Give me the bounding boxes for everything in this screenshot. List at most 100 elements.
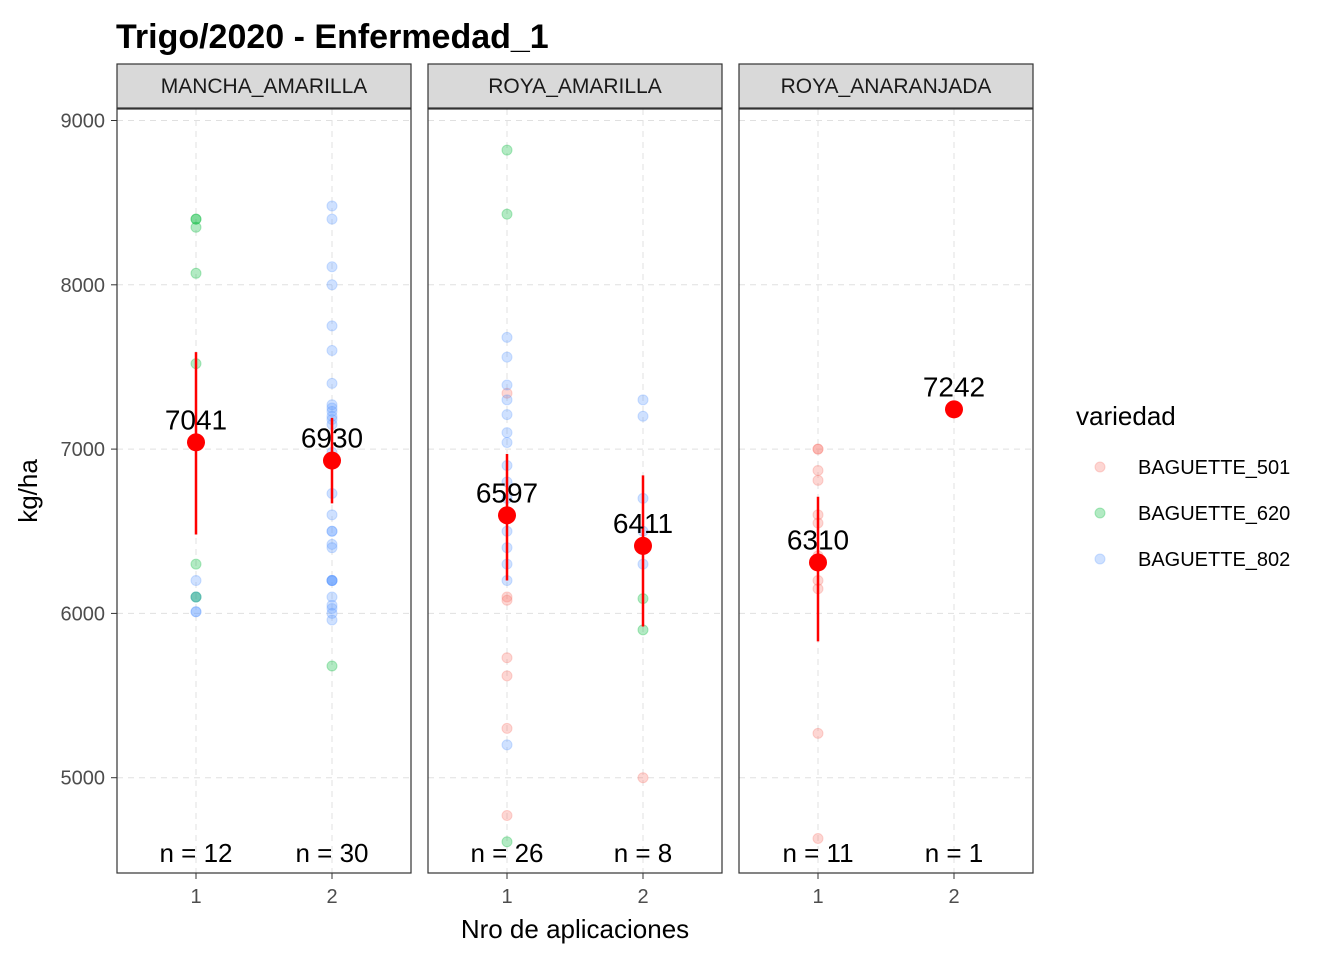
data-point — [637, 772, 649, 784]
data-point — [326, 279, 338, 291]
data-point — [190, 267, 202, 279]
mean-label: 6930 — [301, 423, 363, 454]
mean-point — [809, 553, 827, 572]
data-point — [326, 261, 338, 273]
data-point — [326, 525, 338, 537]
strip-background — [738, 63, 1034, 109]
data-point — [501, 722, 513, 734]
data-point — [326, 575, 338, 587]
data-point — [190, 213, 202, 225]
panel-background — [428, 109, 722, 873]
strip-label: ROYA_ANARANJADA — [781, 75, 992, 98]
data-point — [326, 607, 338, 619]
data-point — [637, 394, 649, 406]
data-point — [501, 652, 513, 664]
data-point — [326, 602, 338, 614]
count-label: n = 12 — [159, 838, 232, 868]
y-tick-label: 8000 — [61, 275, 106, 297]
data-point — [326, 599, 338, 611]
data-point — [326, 614, 338, 626]
data-point — [812, 727, 824, 739]
strip-label: ROYA_AMARILLA — [488, 75, 662, 98]
data-point — [501, 591, 513, 603]
panel-background — [117, 109, 411, 873]
data-point — [190, 558, 202, 570]
mean-label: 7041 — [165, 404, 227, 435]
data-point — [812, 443, 824, 455]
data-point — [190, 575, 202, 587]
mean-point — [187, 433, 205, 452]
data-point — [190, 591, 202, 603]
mean-point — [634, 536, 652, 555]
data-point — [501, 394, 513, 406]
x-tick-label: 1 — [190, 886, 201, 908]
data-point — [501, 351, 513, 363]
data-point — [326, 320, 338, 332]
legend-label: BAGUETTE_501 — [1138, 457, 1290, 479]
count-label: n = 30 — [295, 838, 368, 868]
y-tick-label: 6000 — [61, 603, 106, 625]
data-point — [637, 410, 649, 422]
panel-border — [738, 108, 1034, 874]
strip-background — [427, 63, 723, 109]
data-point — [501, 331, 513, 343]
chart-title: Trigo/2020 - Enfermedad_1 — [116, 18, 549, 56]
data-point — [501, 836, 513, 848]
facet-panel-roya-anaranjada: 6310 n = 11 7242 n = 1 ROYA_ANARANJADA 1 2 — [738, 63, 1034, 908]
mean-point — [945, 400, 963, 419]
x-axis-title: Nro de aplicaciones — [461, 914, 689, 944]
mean-point — [323, 451, 341, 470]
data-point — [326, 591, 338, 603]
panel-background — [739, 109, 1033, 873]
count-label: n = 1 — [925, 838, 984, 868]
mean-label: 7242 — [923, 371, 985, 402]
data-point — [326, 542, 338, 554]
data-point — [326, 660, 338, 672]
panel-border — [427, 108, 723, 874]
data-point — [812, 464, 824, 476]
x-tick-label: 1 — [812, 886, 823, 908]
data-point — [812, 474, 824, 486]
data-point — [501, 144, 513, 156]
count-label: n = 11 — [782, 838, 853, 868]
x-tick-label: 2 — [326, 886, 337, 908]
x-tick-label: 1 — [501, 886, 512, 908]
y-tick-label: 7000 — [61, 439, 106, 461]
data-point — [190, 213, 202, 225]
legend-label: BAGUETTE_620 — [1138, 503, 1290, 525]
data-point — [326, 377, 338, 389]
data-point — [326, 399, 338, 411]
data-point — [326, 200, 338, 212]
data-point — [326, 405, 338, 417]
data-point — [812, 832, 824, 844]
mean-point — [498, 506, 516, 525]
y-axis: 5000 6000 7000 8000 9000 — [61, 111, 117, 790]
data-point — [326, 575, 338, 587]
data-point — [190, 606, 202, 618]
count-label: n = 26 — [470, 838, 543, 868]
data-point — [501, 670, 513, 682]
legend-label: BAGUETTE_802 — [1138, 549, 1290, 571]
y-tick-label: 5000 — [61, 768, 106, 790]
data-point — [501, 409, 513, 421]
data-point — [190, 606, 202, 618]
data-point — [501, 208, 513, 220]
y-tick-label: 9000 — [61, 111, 106, 133]
y-axis-title: kg/ha — [13, 459, 43, 523]
data-point — [326, 402, 338, 414]
data-point — [501, 809, 513, 821]
data-point — [190, 591, 202, 603]
x-tick-label: 2 — [637, 886, 648, 908]
x-tick-label: 2 — [948, 886, 959, 908]
data-point — [501, 379, 513, 391]
data-point — [501, 594, 513, 606]
legend-key — [1094, 507, 1106, 519]
facet-panel-mancha-amarilla: 7041 n = 12 6930 n = 30 MANCHA_AMARILLA 1 2 — [116, 63, 412, 908]
legend-title: variedad — [1076, 401, 1176, 431]
data-point — [190, 591, 202, 603]
mean-label: 6597 — [476, 477, 538, 508]
data-point — [501, 427, 513, 439]
count-label: n = 8 — [614, 838, 673, 868]
data-point — [326, 538, 338, 550]
